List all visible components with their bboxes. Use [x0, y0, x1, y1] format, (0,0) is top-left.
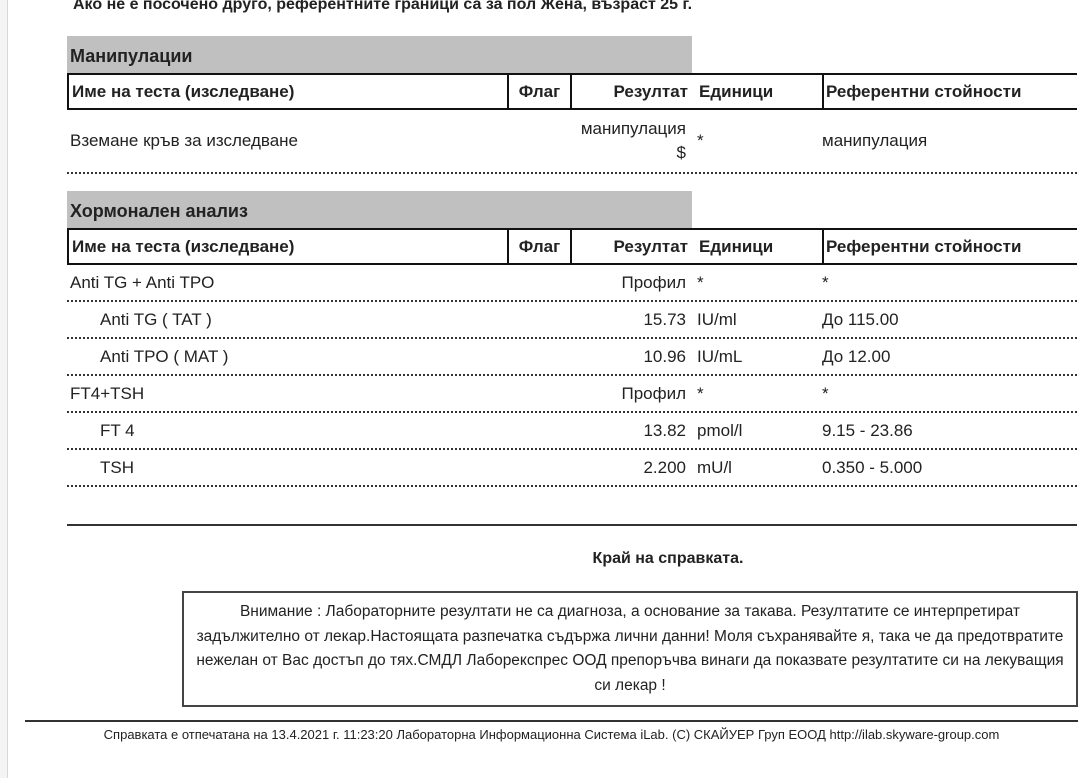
column-header: Флаг	[507, 75, 570, 108]
table-row: Вземане кръв за изследване манипулация $ *…	[67, 110, 1077, 174]
cell-units: *	[697, 272, 704, 292]
cell-units: IU/mL	[697, 346, 743, 366]
column-header: Единици	[699, 236, 774, 256]
cell-result: Профил	[621, 383, 686, 403]
cell-result: Профил	[621, 272, 686, 292]
cell-result: манипулация $	[580, 119, 686, 162]
column-header: Резултат	[570, 75, 694, 108]
cell-flag	[505, 376, 568, 411]
table-header: Име на теста (изследване) Флаг Резултат Еди…	[67, 73, 1077, 110]
cell-name: Вземане кръв за изследване	[70, 131, 299, 150]
table-row: Anti TPO ( MAT ) 10.96 IU/mL До 12.00	[67, 339, 1077, 376]
section-title: Манипулации	[67, 36, 692, 73]
cell-ref: 9.15 - 23.86	[822, 420, 913, 440]
results-table: Име на теста (изследване) Флаг Резултат Еди…	[67, 228, 1077, 487]
cell-ref: *	[822, 383, 829, 403]
cell-result: 2.200	[643, 457, 686, 477]
table-header: Име на теста (изследване) Флаг Резултат Еди…	[67, 228, 1077, 265]
cell-result: 13.82	[643, 420, 686, 440]
cell-ref: манипулация	[822, 131, 928, 150]
cell-flag	[505, 450, 568, 485]
cell-ref: До 12.00	[822, 346, 891, 366]
cell-name: FT4+TSH	[70, 383, 145, 403]
divider	[67, 524, 1077, 526]
reference-note: Ако не е посочено друго, референтните гр…	[73, 0, 693, 13]
column-header: Име на теста (изследване)	[72, 236, 295, 256]
cell-units: IU/ml	[697, 309, 737, 329]
cell-units: pmol/l	[697, 420, 743, 440]
table-row: Anti TG + Anti TPO Профил * *	[67, 265, 1077, 302]
cell-ref: До 115.00	[822, 309, 899, 329]
column-header: Резултат	[570, 230, 694, 263]
footer-text: Справката е отпечатана на 13.4.2021 г. 1…	[103, 727, 1000, 742]
column-header: Флаг	[507, 230, 570, 263]
cell-name: Anti TPO ( MAT )	[100, 346, 229, 366]
cell-name: FT 4	[100, 420, 135, 440]
cell-units: mU/l	[697, 457, 732, 477]
cell-units: *	[697, 131, 704, 150]
footer-divider	[25, 720, 1078, 722]
warning-box: Внимание : Лабораторните резултати не са…	[182, 591, 1078, 707]
cell-name: Anti TG ( TAT )	[100, 309, 212, 329]
table-row: FT 4 13.82 pmol/l 9.15 - 23.86	[67, 413, 1077, 450]
cell-ref: 0.350 - 5.000	[822, 457, 923, 477]
cell-units: *	[697, 383, 704, 403]
end-of-report: Край на справката.	[592, 550, 744, 567]
cell-flag	[505, 339, 568, 374]
cell-ref: *	[822, 272, 829, 292]
table-row: TSH 2.200 mU/l 0.350 - 5.000	[67, 450, 1077, 487]
cell-flag	[505, 265, 568, 300]
column-header: Единици	[699, 81, 774, 101]
column-header: Референтни стойности	[822, 75, 1077, 108]
section-title: Хормонален анализ	[67, 191, 692, 228]
cell-result: 15.73	[643, 309, 686, 329]
cell-flag	[505, 302, 568, 337]
table-row: Anti TG ( TAT ) 15.73 IU/ml До 115.00	[67, 302, 1077, 339]
column-header: Референтни стойности	[822, 230, 1077, 263]
column-header: Име на теста (изследване)	[72, 81, 295, 101]
cell-name: TSH	[100, 457, 134, 477]
cell-flag	[505, 110, 568, 172]
results-table: Име на теста (изследване) Флаг Резултат Еди…	[67, 73, 1077, 174]
page-edge	[0, 0, 8, 778]
cell-flag	[505, 413, 568, 448]
cell-result: 10.96	[643, 346, 686, 366]
cell-name: Anti TG + Anti TPO	[70, 272, 215, 292]
table-row: FT4+TSH Профил * *	[67, 376, 1077, 413]
